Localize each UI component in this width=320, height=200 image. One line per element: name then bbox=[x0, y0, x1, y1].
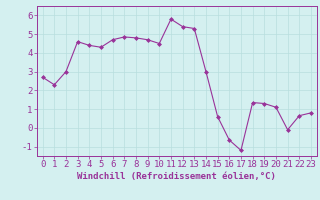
X-axis label: Windchill (Refroidissement éolien,°C): Windchill (Refroidissement éolien,°C) bbox=[77, 172, 276, 181]
